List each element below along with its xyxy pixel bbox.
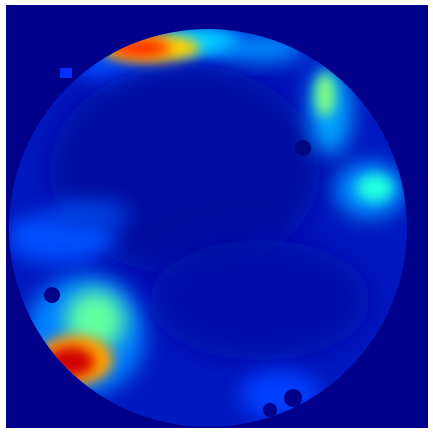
notch bbox=[263, 403, 277, 417]
bottom-left-green bbox=[65, 290, 125, 350]
right-mid-hot bbox=[357, 174, 393, 202]
notch bbox=[284, 389, 302, 407]
left-band-upper bbox=[50, 200, 130, 230]
right-upper-hot bbox=[315, 73, 335, 117]
notch bbox=[44, 287, 60, 303]
speck bbox=[60, 68, 72, 78]
notch bbox=[295, 140, 311, 156]
cool-lower bbox=[150, 240, 370, 360]
